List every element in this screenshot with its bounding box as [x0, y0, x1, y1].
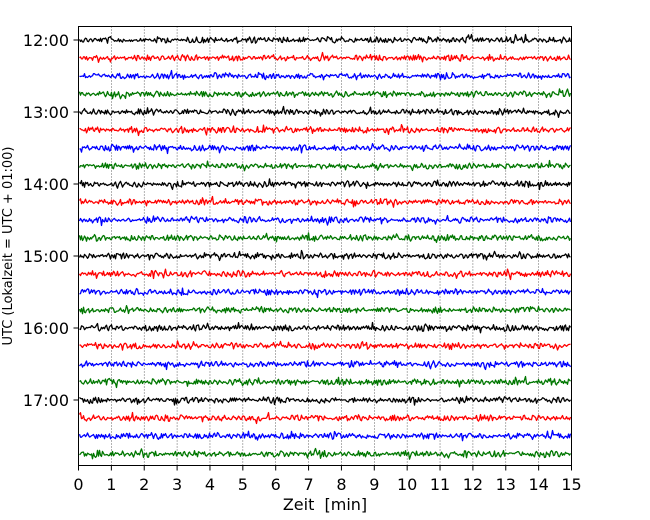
x-tick-label: 9: [369, 475, 379, 494]
trace-line: [79, 395, 572, 406]
x-tick-label: 10: [397, 475, 417, 494]
trace-line: [79, 375, 571, 389]
trace-line: [78, 249, 571, 262]
y-tick-label: 16:00: [23, 319, 69, 338]
trace-line: [79, 178, 572, 191]
y-tick-label: 15:00: [23, 247, 69, 266]
y-tick-label: 14:00: [23, 175, 69, 194]
trace-line: [78, 214, 572, 227]
trace-line: [78, 33, 572, 44]
x-tick-label: 13: [496, 475, 516, 494]
x-axis-ticks: 0 1 2 3 4 5 6 7 8 9 10 11 12 13 14 15: [73, 465, 582, 494]
x-tick-label: 12: [463, 475, 483, 494]
trace-line: [79, 51, 572, 63]
y-tick-label: 12:00: [23, 31, 69, 50]
x-tick-label: 0: [73, 475, 83, 494]
trace-line: [79, 123, 572, 137]
y-axis-ticks: 12:00 13:00 14:00 15:00 16:00 17:00: [23, 31, 79, 410]
y-tick-label: 17:00: [23, 391, 69, 410]
trace-line: [78, 411, 572, 425]
trace-line: [78, 105, 571, 119]
x-tick-label: 7: [303, 475, 313, 494]
x-tick-label: 3: [172, 475, 182, 494]
x-tick-label: 8: [336, 475, 346, 494]
trace-line: [78, 268, 572, 281]
x-tick-label: 14: [528, 475, 548, 494]
trace-line: [78, 304, 571, 315]
plot-frame: [78, 26, 572, 466]
x-tick-label: 5: [238, 475, 248, 494]
trace-line: [79, 340, 571, 351]
trace-line: [78, 159, 571, 172]
trace-line: [79, 321, 572, 334]
grid-lines: [111, 26, 539, 466]
trace-line: [79, 69, 571, 81]
y-tick-label: 13:00: [23, 103, 69, 122]
x-tick-label: 4: [205, 475, 215, 494]
trace-line: [79, 287, 572, 299]
x-tick-label: 2: [139, 475, 149, 494]
y-axis-label: UTC (Lokalzeit = UTC + 01:00): [1, 147, 16, 346]
trace-line: [78, 232, 572, 244]
seismic-traces: [78, 33, 572, 460]
trace-line: [79, 447, 572, 460]
x-tick-label: 15: [561, 475, 581, 494]
x-axis-label: Zeit [min]: [283, 495, 367, 514]
trace-line: [79, 142, 572, 155]
x-tick-label: 11: [430, 475, 450, 494]
trace-line: [78, 429, 572, 442]
trace-line: [79, 359, 572, 371]
x-tick-label: 1: [106, 475, 116, 494]
x-tick-label: 6: [271, 475, 281, 494]
trace-line: [78, 88, 572, 100]
trace-line: [78, 195, 572, 208]
